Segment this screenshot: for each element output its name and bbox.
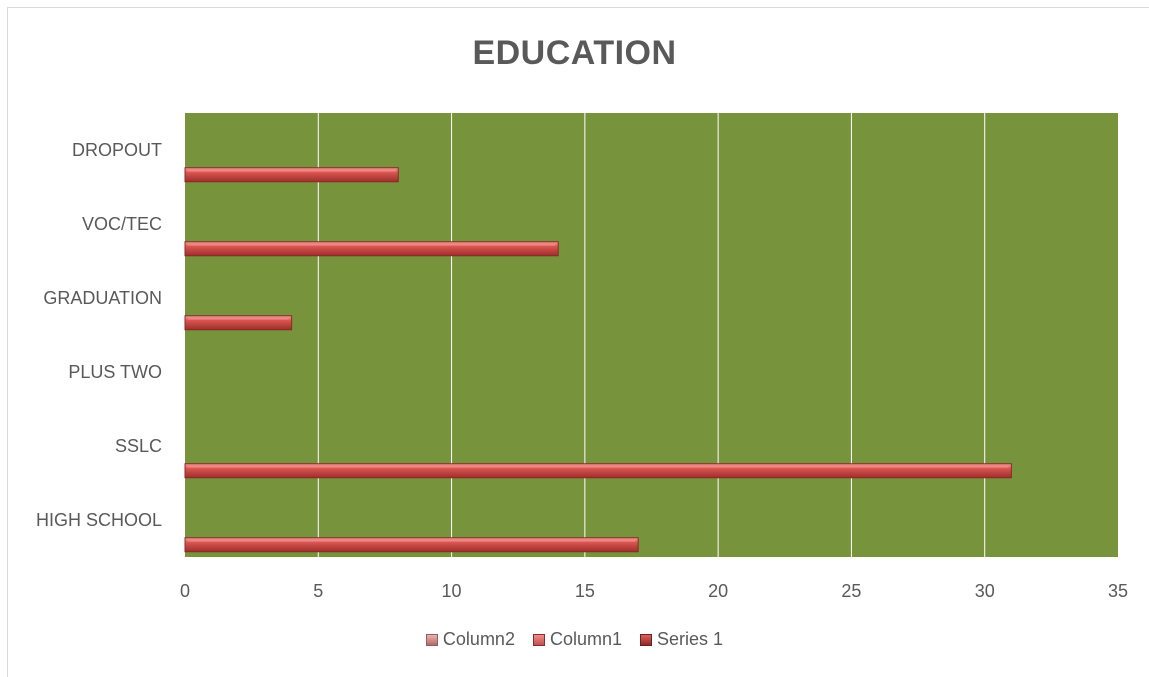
legend: Column2 Column1 Series 1 xyxy=(0,629,1149,650)
y-category-label: VOC/TEC xyxy=(82,214,162,234)
legend-swatch xyxy=(425,633,438,646)
y-category-label: HIGH SCHOOL xyxy=(36,510,162,530)
x-tick-label: 0 xyxy=(180,581,190,601)
x-tick-label: 10 xyxy=(442,581,462,601)
y-category-label: DROPOUT xyxy=(72,140,162,160)
bar-body xyxy=(184,167,399,183)
bar xyxy=(184,315,293,331)
bar xyxy=(184,463,1012,479)
bar xyxy=(184,537,639,553)
legend-item: Column2 xyxy=(425,629,515,650)
legend-label: Series 1 xyxy=(657,629,724,649)
legend-swatch xyxy=(532,633,545,646)
bar-body xyxy=(184,315,293,331)
chart-title: EDUCATION xyxy=(472,34,677,72)
x-tick-label: 30 xyxy=(975,581,995,601)
y-category-label: GRADUATION xyxy=(43,288,162,308)
bar xyxy=(184,167,399,183)
bar-body xyxy=(184,537,639,553)
plot-area xyxy=(185,113,1118,557)
legend-label: Column1 xyxy=(549,629,623,649)
x-tick-label: 20 xyxy=(708,581,728,601)
legend-swatch xyxy=(640,633,653,646)
bar-body xyxy=(184,241,559,257)
y-category-label: PLUS TWO xyxy=(68,362,162,382)
x-tick-label: 35 xyxy=(1108,581,1128,601)
x-tick-label: 15 xyxy=(575,581,595,601)
legend-item: Column1 xyxy=(532,629,623,650)
x-tick-label: 5 xyxy=(313,581,323,601)
y-category-label: SSLC xyxy=(115,436,162,456)
legend-label: Column2 xyxy=(442,629,515,649)
x-tick-label: 25 xyxy=(841,581,861,601)
bar-body xyxy=(184,463,1012,479)
bar xyxy=(184,241,559,257)
legend-item: Series 1 xyxy=(640,629,723,650)
